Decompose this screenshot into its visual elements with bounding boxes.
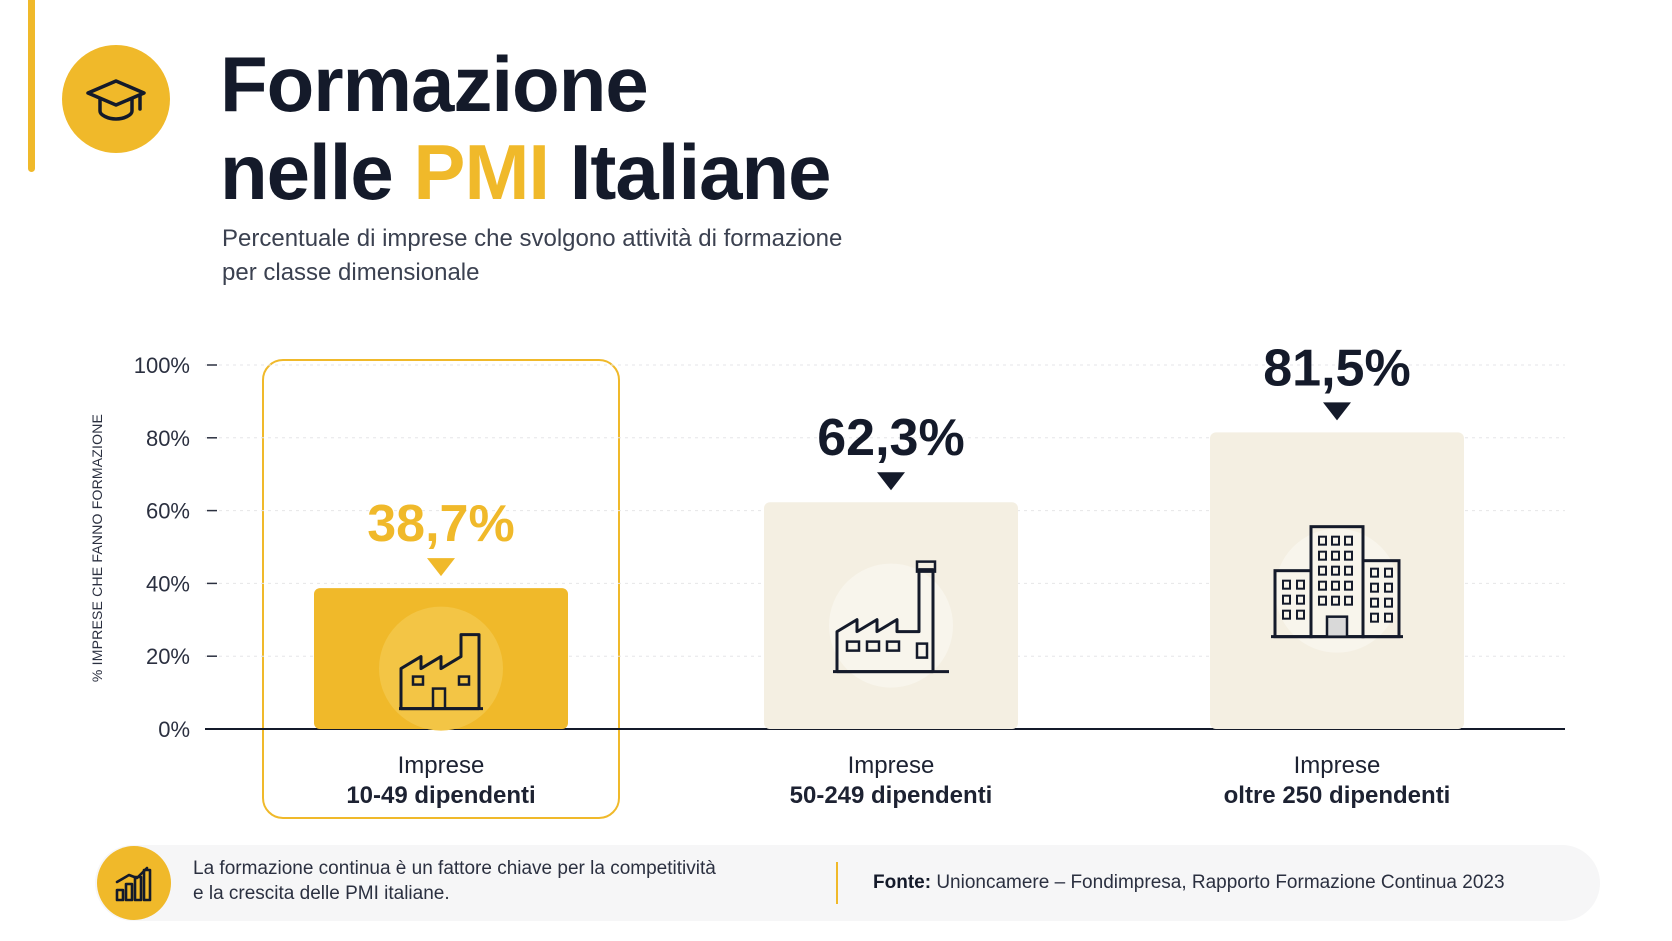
x-tick-label-line-1: Imprese xyxy=(847,752,935,779)
office-buildings-icon xyxy=(1271,525,1403,639)
header-badge xyxy=(62,45,170,153)
footer-note-line-2: e la crescita delle PMI italiane. xyxy=(193,883,450,904)
title-line-1: Formazione xyxy=(220,40,649,128)
footer-divider xyxy=(836,862,838,904)
y-tick-label: 80% xyxy=(146,426,190,451)
footer-note-line-1: La formazione continua è un fattore chia… xyxy=(193,858,716,879)
y-tick-label: 60% xyxy=(146,499,190,524)
x-tick-label-line-2: 50-249 dipendenti xyxy=(789,782,993,809)
small-factory-icon xyxy=(399,633,483,711)
x-tick-label-line-1: Imprese xyxy=(1293,752,1381,779)
footer-bar xyxy=(95,845,1600,921)
footer-source: Fonte: Unioncamere – Fondimpresa, Rappor… xyxy=(873,870,1505,895)
source-label: Fonte: xyxy=(873,872,932,893)
page-subtitle: Percentuale di imprese che svolgono atti… xyxy=(222,222,942,290)
y-tick-label: 20% xyxy=(146,644,190,669)
title-highlight: PMI xyxy=(413,128,550,216)
footer-badge xyxy=(97,846,171,920)
factory-chimney-icon xyxy=(833,560,949,674)
title-line-2-post: Italiane xyxy=(549,128,832,216)
y-tick-label: 0% xyxy=(158,717,190,742)
subtitle-line-1: Percentuale di imprese che svolgono atti… xyxy=(222,225,843,252)
title-line-2-pre: nelle xyxy=(220,128,414,216)
source-text: Unioncamere – Fondimpresa, Rapporto Form… xyxy=(931,872,1505,893)
x-tick-label-line-2: 10-49 dipendenti xyxy=(346,782,536,809)
value-arrow xyxy=(427,558,455,577)
highlight-frame xyxy=(262,359,620,819)
y-tick-label: 40% xyxy=(146,571,190,596)
graduation-cap-icon xyxy=(86,79,146,121)
x-tick-label-line-1: Imprese xyxy=(397,752,485,779)
data-label-3: 81,5% xyxy=(1263,339,1410,397)
x-tick-label-1: Imprese 10-49 dipendenti xyxy=(281,751,601,811)
page-title: Formazione nelle PMI Italiane xyxy=(220,40,832,216)
footer-note: La formazione continua è un fattore chia… xyxy=(193,856,793,906)
bar-chart-icon xyxy=(115,866,152,902)
data-label-1: 38,7% xyxy=(367,495,514,553)
x-tick-label-3: Imprese oltre 250 dipendenti xyxy=(1177,751,1497,811)
accent-bar xyxy=(28,0,35,172)
x-tick-label-line-2: oltre 250 dipendenti xyxy=(1223,782,1451,809)
value-arrow xyxy=(1323,402,1351,421)
data-label-2: 62,3% xyxy=(817,409,964,467)
value-arrow xyxy=(877,472,905,491)
x-tick-label-2: Imprese 50-249 dipendenti xyxy=(731,751,1051,811)
subtitle-line-2: per classe dimensionale xyxy=(222,259,480,286)
y-tick-label: 100% xyxy=(134,353,190,378)
